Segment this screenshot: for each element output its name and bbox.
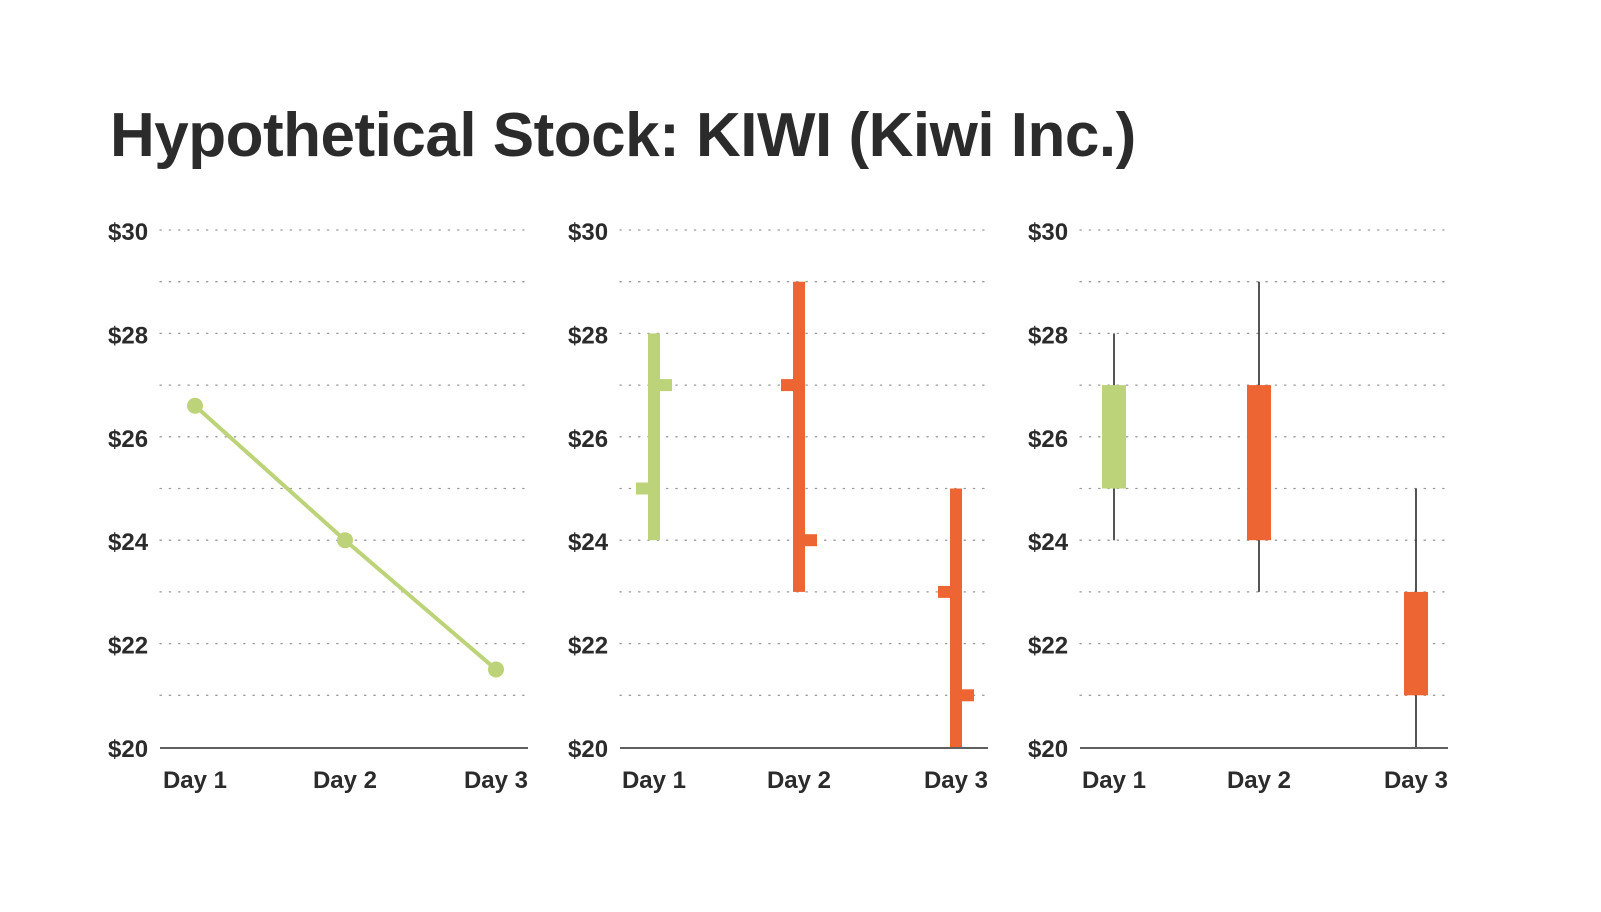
y-tick-label: $20	[1028, 736, 1068, 763]
x-tick-label: Day 1	[1082, 767, 1146, 794]
y-tick-label: $22	[1028, 633, 1068, 660]
ohlc-open-tick	[938, 585, 952, 598]
y-tick-label: $20	[108, 736, 148, 763]
y-tick-label: $24	[568, 529, 609, 556]
line-chart-panel: $20 $22 $24 $26 $28 $30 Day 1 Day 2 Day 3	[108, 219, 529, 794]
data-point	[337, 532, 353, 549]
y-tick-label: $20	[568, 736, 608, 763]
x-tick-label: Day 1	[622, 767, 686, 794]
y-tick-label: $22	[568, 633, 608, 660]
y-tick-label: $30	[568, 219, 608, 246]
ohlc-range-bar	[793, 281, 805, 592]
y-tick-label: $26	[568, 426, 608, 453]
ohlc-chart-panel: $20 $22 $24 $26 $28 $30 Day 1 Day 2 Day 3	[568, 219, 989, 794]
candle-body	[1247, 385, 1271, 541]
x-tick-label: Day 3	[1384, 767, 1448, 794]
candle-body	[1404, 591, 1428, 696]
y-tick-label: $26	[108, 426, 148, 453]
data-point	[488, 661, 504, 678]
y-tick-label: $28	[1028, 322, 1068, 349]
ohlc-close-tick	[803, 534, 817, 547]
y-tick-label: $28	[108, 322, 148, 349]
y-tick-label: $22	[108, 633, 148, 660]
candle-body	[1102, 385, 1126, 489]
ohlc-close-tick	[658, 379, 672, 392]
x-tick-label: Day 3	[464, 767, 528, 794]
y-tick-label: $28	[568, 322, 608, 349]
ohlc-open-tick	[636, 482, 650, 495]
candlestick-chart-panel: $20 $22 $24 $26 $28 $30 Day 1 Day 2 Day 3	[1028, 219, 1449, 794]
x-tick-label: Day 2	[767, 767, 831, 794]
chart-title: Hypothetical Stock: KIWI (Kiwi Inc.)	[110, 101, 1136, 170]
ohlc-open-tick	[781, 379, 795, 392]
y-tick-label: $30	[1028, 219, 1068, 246]
y-tick-label: $30	[108, 219, 148, 246]
x-tick-label: Day 2	[313, 767, 377, 794]
data-point	[187, 397, 203, 414]
y-tick-label: $26	[1028, 426, 1068, 453]
x-tick-label: Day 1	[163, 767, 227, 794]
ohlc-close-tick	[960, 689, 974, 702]
x-tick-label: Day 3	[924, 767, 988, 794]
y-tick-label: $24	[1028, 529, 1069, 556]
ohlc-range-bar	[648, 333, 660, 541]
ohlc-range-bar	[950, 488, 962, 747]
x-tick-label: Day 2	[1227, 767, 1291, 794]
y-tick-label: $24	[108, 529, 149, 556]
